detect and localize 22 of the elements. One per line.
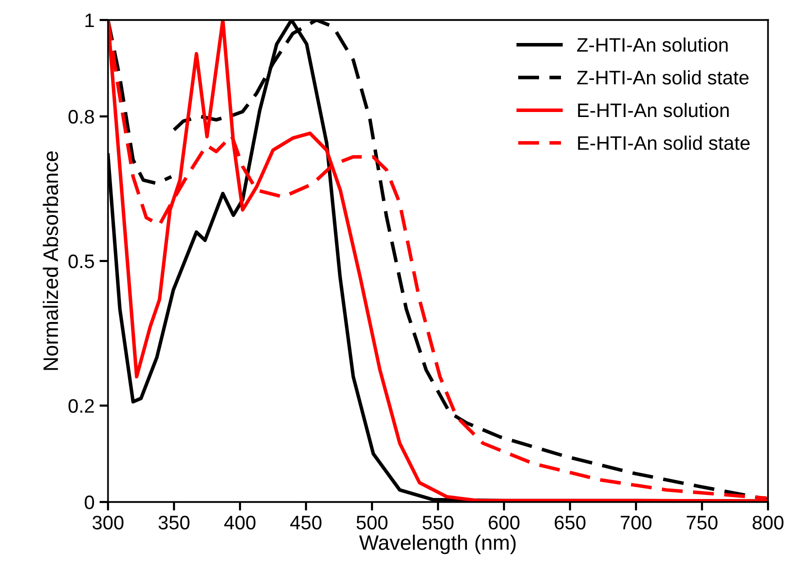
y-tick-label: 0.5: [68, 254, 94, 268]
x-tick-label: 450: [290, 516, 322, 530]
x-tick-label: 300: [92, 516, 124, 530]
x-tick-label: 350: [158, 516, 190, 530]
y-axis-title: Normalized Absorbance: [42, 151, 58, 370]
legend-label: E-HTI-An solid state: [578, 136, 750, 150]
x-tick-label: 750: [686, 516, 718, 530]
y-tick-label: 0.2: [68, 399, 94, 413]
x-tick-label: 600: [488, 516, 520, 530]
x-tick-label: 800: [752, 516, 784, 530]
y-tick-label: 0.8: [68, 110, 94, 124]
x-tick-label: 650: [554, 516, 586, 530]
legend-label: Z-HTI-An solution: [577, 38, 728, 52]
x-axis-title: Wavelength (nm): [359, 534, 516, 554]
x-tick-label: 700: [620, 516, 652, 530]
y-tick-label: 1: [85, 14, 94, 28]
x-tick-label: 550: [422, 516, 454, 530]
legend-label: E-HTI-An solution: [578, 102, 729, 118]
x-tick-label: 400: [224, 516, 256, 530]
y-tick-label: 0: [84, 495, 94, 510]
x-tick-label: 500: [356, 516, 388, 530]
legend-label: Z-HTI-An solid state: [577, 70, 749, 84]
